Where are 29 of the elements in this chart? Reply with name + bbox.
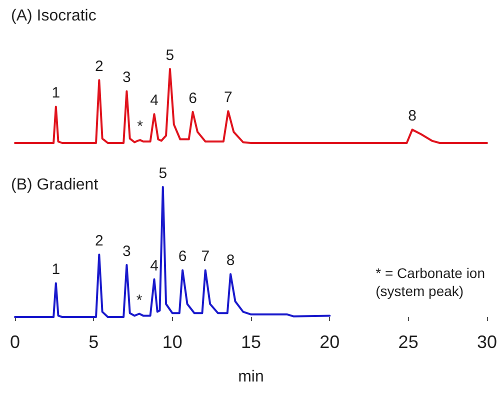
annotation: 1 [52,84,60,102]
annotation: 5 [158,165,168,182]
annotation: 5 [166,47,174,64]
annotation: 7 [224,89,232,106]
annotation: 4 [150,92,158,110]
annotation: 2 [95,58,104,76]
x-tick-label: 25 [398,332,418,352]
annotation: 8 [408,108,416,125]
x-axis-title: min [238,368,264,386]
annotation: * [136,292,142,309]
annotation: 8 [226,252,235,270]
annotation: 3 [122,243,131,260]
annotation: * [137,118,144,136]
annotation: 2 [95,232,104,250]
annotation: 1 [52,261,60,278]
annotation: 7 [201,248,210,266]
chart-title: (A) Isocratic [11,8,96,24]
annotation: 6 [188,90,197,107]
annotation: 4 [150,257,158,274]
annotation: 6 [178,248,187,266]
x-tick-label: 0 [10,332,20,352]
x-tick-label: 30 [476,332,498,352]
annotation: 3 [122,69,131,86]
x-tick-label: 20 [320,332,340,352]
x-tick-label: 5 [88,332,99,352]
x-tick-label: 10 [162,332,182,352]
annotation: * = Carbonate ion (system peak) [376,265,486,299]
x-tick-label: 15 [240,332,262,352]
chart-title: (B) Gradient [11,176,99,194]
